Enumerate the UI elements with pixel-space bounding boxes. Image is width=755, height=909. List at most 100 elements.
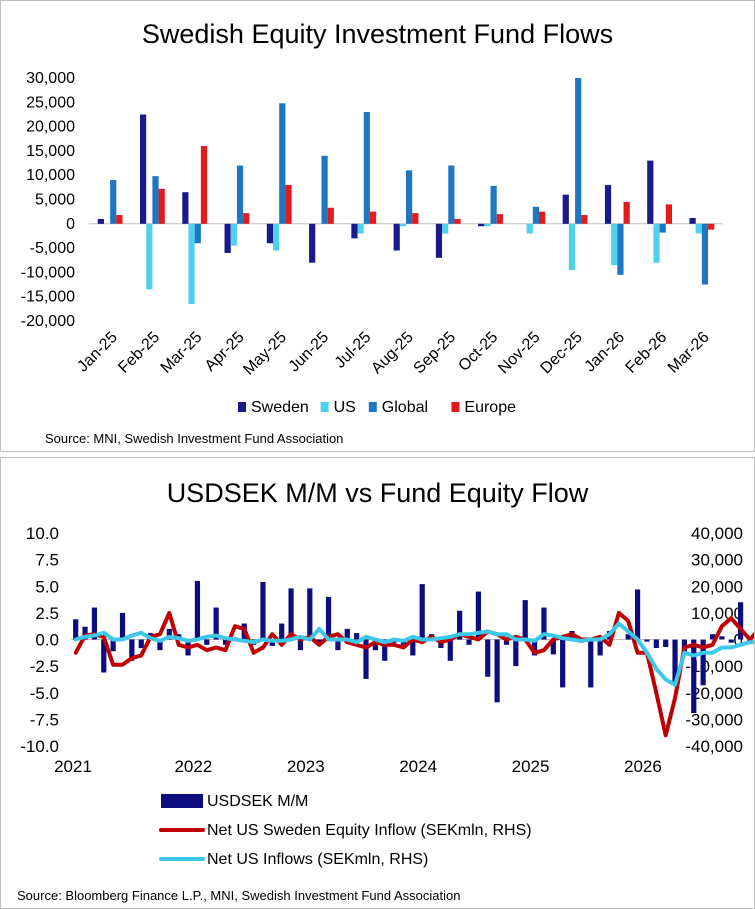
bar (448, 165, 455, 224)
x-tick-label: 2024 (399, 757, 437, 776)
bar (110, 639, 116, 652)
bar (243, 213, 250, 224)
bar (503, 639, 510, 645)
bar (494, 639, 500, 703)
bar (653, 639, 659, 649)
bar (663, 639, 669, 647)
y-tick-label-right: 30,000 (691, 551, 743, 570)
bar (466, 639, 472, 645)
y-tick-label: 20,000 (26, 119, 75, 136)
bar (357, 223, 364, 234)
bar (539, 211, 546, 224)
bar (101, 639, 107, 673)
source-note: Source: MNI, Swedish Investment Fund Ass… (45, 431, 344, 446)
bar (672, 639, 678, 686)
bar (700, 639, 706, 686)
bar (372, 639, 378, 651)
bar (604, 184, 612, 224)
bar (588, 639, 594, 688)
bar (634, 589, 641, 640)
x-tick-label: Jan-25 (74, 329, 121, 376)
bar (550, 639, 556, 655)
bar (728, 639, 734, 643)
bar (560, 639, 566, 688)
y-tick-label: 0 (66, 216, 75, 233)
bar (344, 628, 350, 640)
bar (691, 639, 697, 713)
x-tick-label: Nov-25 (495, 329, 544, 378)
bar (447, 639, 453, 661)
x-tick-label: Mar-25 (158, 329, 206, 377)
y-tick-label-left: 10.0 (26, 524, 59, 543)
y-tick-label: 15,000 (26, 143, 75, 160)
y-tick-label-right: 20,000 (691, 577, 743, 596)
y-tick-label-left: -5.0 (30, 684, 59, 703)
bar (490, 185, 497, 224)
bar (623, 201, 630, 224)
legend-label: Sweden (251, 399, 309, 416)
bar (484, 223, 491, 227)
bar (351, 223, 358, 239)
y-tick-label-left: -2.5 (30, 657, 59, 676)
bar (140, 114, 147, 224)
bar (526, 223, 533, 234)
series-line (73, 610, 754, 738)
bar (665, 204, 672, 224)
bar (738, 602, 744, 640)
legend-label: USDSEK M/M (207, 793, 308, 810)
x-tick-label: 2026 (624, 757, 662, 776)
bar (204, 639, 210, 645)
y-tick-label-right: -10,000 (685, 657, 743, 676)
bar (279, 623, 285, 640)
bar (562, 194, 569, 224)
bar (485, 639, 491, 677)
x-tick-label: Aug-25 (368, 329, 417, 378)
legend-label: US (334, 399, 356, 416)
bar (709, 634, 716, 640)
series-line (73, 621, 754, 687)
bar (110, 180, 117, 224)
bar (354, 633, 360, 640)
legend-label: Europe (464, 399, 516, 416)
y-tick-label: -15,000 (21, 289, 75, 306)
y-tick-label: 25,000 (26, 94, 75, 111)
bar (182, 192, 189, 224)
bar (146, 223, 153, 290)
y-tick-label-right: 0 (734, 631, 743, 650)
bar (393, 223, 400, 251)
y-tick-label-right: -30,000 (685, 710, 743, 729)
y-tick-label: 30,000 (26, 70, 75, 87)
bar (496, 214, 503, 224)
x-tick-label: May-25 (240, 329, 290, 379)
x-tick-label: Feb-25 (115, 329, 163, 377)
x-tick-label: Jan-26 (582, 329, 629, 376)
bar (138, 639, 144, 649)
bar (644, 639, 650, 642)
bar (454, 218, 461, 224)
y-tick-label-right: -40,000 (685, 737, 743, 756)
bar (307, 588, 313, 640)
bar (410, 639, 416, 656)
bar (442, 223, 449, 234)
bar (653, 223, 660, 263)
bar (522, 600, 528, 640)
fund-flows-chart: 30,000 25,000 20,000 15,000 10,000 5,000 0 -5,0… (21, 70, 723, 416)
bar (513, 639, 519, 667)
x-tick-label: Oct-25 (455, 329, 501, 375)
bar (435, 223, 443, 258)
bar (129, 639, 135, 661)
bar (97, 218, 104, 224)
y-tick-label-left: -7.5 (30, 710, 59, 729)
bar (224, 223, 231, 253)
bar (689, 217, 696, 224)
bar (266, 223, 273, 244)
bar (222, 639, 229, 645)
legend-swatch (238, 402, 246, 412)
bar (399, 223, 406, 227)
x-tick-label: Jun-25 (286, 329, 333, 376)
legend-swatch (161, 794, 203, 808)
bar (230, 223, 237, 246)
y-tick-label: -10,000 (21, 264, 75, 281)
chart-title: Swedish Equity Investment Fund Flows (141, 19, 614, 49)
bar (541, 607, 547, 640)
